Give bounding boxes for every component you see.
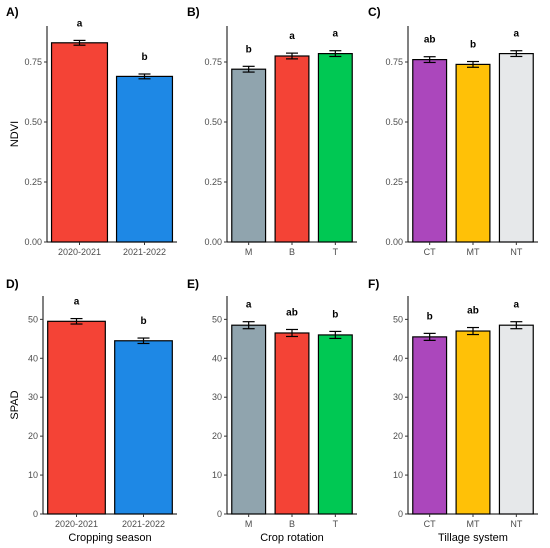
bar-CT xyxy=(412,58,448,243)
y-tick-label: 10 xyxy=(212,470,222,480)
x-axis-title: Cropping season xyxy=(68,532,151,544)
x-axis-title: Crop rotation xyxy=(260,532,324,544)
bar-T xyxy=(317,52,353,243)
significance-letter: a xyxy=(74,297,80,308)
bar-B xyxy=(274,332,310,515)
bar-2021-2022 xyxy=(114,340,173,515)
x-tick-label: 2020-2021 xyxy=(58,247,101,257)
significance-letter: b xyxy=(332,309,338,320)
bar-MT xyxy=(455,63,491,243)
bar-2021-2022 xyxy=(115,75,174,243)
bar-2020-2021 xyxy=(50,42,109,243)
bar-NT xyxy=(498,52,534,243)
y-tick-label: 20 xyxy=(212,431,222,441)
x-tick-label: T xyxy=(333,519,339,529)
x-tick-label: MT xyxy=(467,519,480,529)
x-axis-title: Tillage system xyxy=(438,532,508,544)
y-tick-label: 0.50 xyxy=(385,117,403,127)
significance-letter: b xyxy=(427,311,433,322)
x-tick-label: B xyxy=(289,247,295,257)
y-tick-label: 50 xyxy=(28,314,38,324)
significance-letter: a xyxy=(289,31,295,42)
y-tick-label: 30 xyxy=(393,392,403,402)
bar-M xyxy=(231,68,267,243)
chart-panel-4: D) 0 10 20 30 40 50 a 2020-2021 b 2021-2022 SPAD Cro… xyxy=(6,277,177,544)
y-tick-label: 0 xyxy=(398,509,403,519)
panel-label: E) xyxy=(187,277,199,291)
y-tick-label: 0.50 xyxy=(204,117,222,127)
x-tick-label: M xyxy=(245,247,253,257)
y-tick-label: 40 xyxy=(212,353,222,363)
x-tick-label: NT xyxy=(510,247,522,257)
significance-letter: b xyxy=(140,316,146,327)
y-tick-label: 10 xyxy=(393,470,403,480)
chart-panel-5: E) 0 10 20 30 40 50 a Mab Bb T Crop rotation xyxy=(187,277,357,544)
significance-letter: a xyxy=(77,18,83,29)
bar-MT xyxy=(455,330,491,515)
x-tick-label: B xyxy=(289,519,295,529)
y-tick-label: 40 xyxy=(28,353,38,363)
panel-label: C) xyxy=(368,5,381,19)
y-tick-label: 50 xyxy=(393,314,403,324)
chart-panel-3: C) 0.00 0.25 0.50 0.75 ab CT b MT a NT xyxy=(368,5,538,257)
y-tick-label: 0.50 xyxy=(24,117,42,127)
x-tick-label: 2021-2022 xyxy=(123,247,166,257)
bar-M xyxy=(231,324,267,515)
y-tick-label: 30 xyxy=(28,392,38,402)
y-tick-label: 0.75 xyxy=(385,57,403,67)
panel-label: D) xyxy=(6,277,19,291)
y-tick-label: 0.25 xyxy=(204,177,222,187)
bar-B xyxy=(274,55,310,243)
bar-CT xyxy=(412,336,448,515)
chart-panel-2: B) 0.00 0.25 0.50 0.75 b Ma Ba T xyxy=(187,5,357,257)
significance-letter: a xyxy=(514,300,520,311)
y-tick-label: 50 xyxy=(212,314,222,324)
x-tick-label: CT xyxy=(424,247,436,257)
panel-label: A) xyxy=(6,5,19,19)
y-tick-label: 0.25 xyxy=(385,177,403,187)
y-tick-label: 0.00 xyxy=(385,237,403,247)
significance-letter: ab xyxy=(467,306,479,317)
significance-letter: a xyxy=(246,300,252,311)
x-tick-label: MT xyxy=(467,247,480,257)
significance-letter: ab xyxy=(286,307,298,318)
y-tick-label: 0.75 xyxy=(204,57,222,67)
y-tick-label: 20 xyxy=(28,431,38,441)
y-axis-title: SPAD xyxy=(9,390,21,419)
panel-label: F) xyxy=(368,277,379,291)
significance-letter: b xyxy=(246,44,252,55)
significance-letter: ab xyxy=(424,35,436,46)
y-tick-label: 0.75 xyxy=(24,57,42,67)
significance-letter: b xyxy=(141,52,147,63)
y-axis-title: NDVI xyxy=(9,121,21,147)
y-tick-label: 0.25 xyxy=(24,177,42,187)
y-tick-label: 0 xyxy=(217,509,222,519)
bar-T xyxy=(317,334,353,515)
bar-2020-2021 xyxy=(47,320,106,515)
y-tick-label: 20 xyxy=(393,431,403,441)
significance-letter: a xyxy=(333,29,339,40)
y-tick-label: 10 xyxy=(28,470,38,480)
y-tick-label: 0 xyxy=(33,509,38,519)
x-tick-label: 2020-2021 xyxy=(55,519,98,529)
x-tick-label: 2021-2022 xyxy=(122,519,165,529)
significance-letter: a xyxy=(514,29,520,40)
chart-panel-1: A) 0.00 0.25 0.50 0.75 a 2020-2021 b 2021-2022 ND… xyxy=(6,5,177,257)
panel-label: B) xyxy=(187,5,200,19)
y-tick-label: 0.00 xyxy=(24,237,42,247)
x-tick-label: CT xyxy=(424,519,436,529)
y-tick-label: 30 xyxy=(212,392,222,402)
y-tick-label: 40 xyxy=(393,353,403,363)
bar-NT xyxy=(498,324,534,515)
significance-letter: b xyxy=(470,40,476,51)
x-tick-label: T xyxy=(333,247,339,257)
x-tick-label: M xyxy=(245,519,253,529)
x-tick-label: NT xyxy=(510,519,522,529)
y-tick-label: 0.00 xyxy=(204,237,222,247)
